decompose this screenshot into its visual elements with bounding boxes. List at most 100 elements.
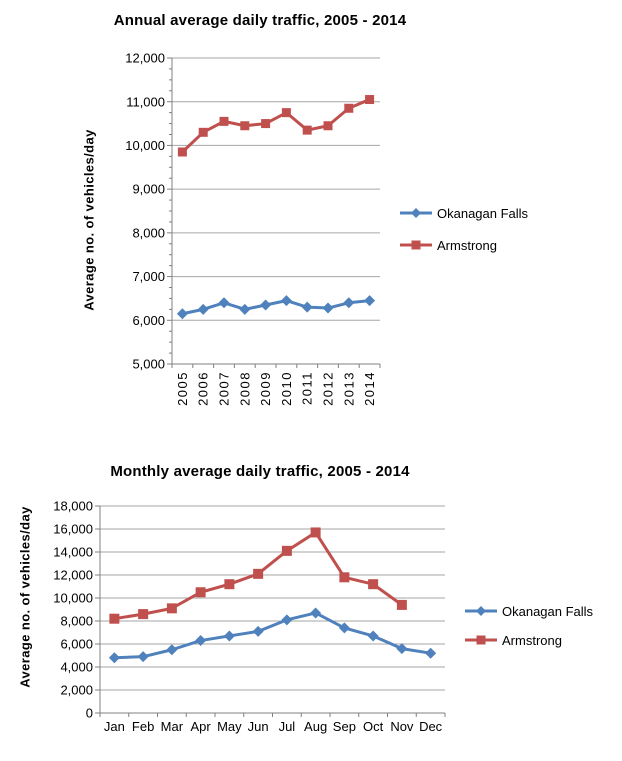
data-point-marker [365, 95, 375, 105]
svg-text:14,000: 14,000 [53, 545, 93, 560]
data-point-marker [108, 652, 120, 664]
svg-text:8,000: 8,000 [132, 225, 165, 240]
data-point-marker [281, 108, 291, 118]
svg-text:Mar: Mar [161, 719, 184, 734]
data-point-marker [166, 644, 178, 656]
data-point-marker [240, 121, 250, 131]
data-point-marker [195, 587, 206, 598]
okanagan-falls-series-icon [400, 208, 432, 218]
data-point-marker [343, 297, 355, 309]
data-point-marker [310, 607, 322, 619]
monthly-plot: 0 2,000 4,000 6,000 8,000 10,000 12,000 14,000 1… [53, 499, 446, 734]
data-point-marker [322, 302, 334, 314]
svg-text:10,000: 10,000 [125, 138, 165, 153]
data-point-marker [138, 609, 149, 620]
legend-label: Okanagan Falls [502, 603, 594, 619]
x-tick-labels: 2005 2006 2007 2008 2009 2010 2011 2012 2013 2014 [175, 371, 377, 406]
svg-text:2010: 2010 [279, 371, 294, 406]
legend-item-armstrong: Armstrong [399, 236, 497, 254]
legend-item-okanagan-falls: Okanagan Falls [399, 204, 528, 222]
svg-text:2008: 2008 [237, 371, 252, 406]
data-point-marker [253, 568, 264, 579]
data-point-marker [281, 545, 292, 556]
data-point-marker [219, 116, 229, 126]
svg-text:4,000: 4,000 [60, 660, 93, 675]
svg-text:Nov: Nov [390, 719, 414, 734]
svg-text:2011: 2011 [300, 371, 315, 405]
data-point-marker [367, 630, 379, 642]
svg-text:10,000: 10,000 [53, 591, 93, 606]
data-point-marker [166, 603, 177, 614]
svg-text:2006: 2006 [196, 371, 211, 406]
data-point-marker [425, 647, 437, 659]
data-point-marker [396, 643, 408, 655]
annual-chart-title: Annual average daily traffic, 2005 - 201… [113, 12, 407, 29]
legend-item-okanagan-falls: Okanagan Falls [464, 602, 593, 620]
legend-label: Armstrong [502, 632, 562, 648]
okanagan-falls-series-icon [465, 606, 497, 616]
legend-label: Okanagan Falls [437, 205, 529, 221]
data-point-marker [339, 572, 350, 583]
annual-plot: 5,000 6,000 7,000 8,000 9,000 10,000 11,000 12,… [125, 51, 381, 406]
y-tick-labels: 5,000 6,000 7,000 8,000 9,000 10,000 11,000 12,… [125, 51, 165, 372]
data-point-marker [280, 295, 292, 307]
data-point-marker [301, 301, 313, 313]
svg-text:5,000: 5,000 [132, 357, 165, 372]
svg-text:0: 0 [86, 706, 93, 721]
svg-text:8,000: 8,000 [60, 614, 93, 629]
legend-label: Armstrong [437, 237, 497, 253]
monthly-chart-title: Monthly average daily traffic, 2005 - 20… [110, 463, 410, 480]
svg-text:Oct: Oct [363, 719, 384, 734]
svg-text:6,000: 6,000 [60, 637, 93, 652]
svg-text:12,000: 12,000 [53, 568, 93, 583]
data-point-marker [323, 121, 333, 131]
svg-text:7,000: 7,000 [132, 269, 165, 284]
data-point-marker [368, 579, 379, 590]
svg-text:2012: 2012 [321, 371, 336, 406]
axes [167, 57, 381, 368]
armstrong-series-icon [465, 635, 497, 645]
svg-text:Sep: Sep [333, 719, 356, 734]
svg-text:Jul: Jul [279, 719, 296, 734]
data-point-marker [364, 295, 376, 307]
gridlines [172, 57, 380, 321]
data-point-marker [223, 630, 235, 642]
data-point-marker [137, 651, 149, 663]
svg-text:2014: 2014 [362, 371, 377, 406]
annual-y-axis-title: Average no. of vehicles/day [81, 129, 97, 311]
svg-text:2009: 2009 [258, 371, 273, 406]
svg-text:2005: 2005 [175, 371, 190, 406]
series-okanagan-falls [108, 607, 437, 664]
svg-text:Dec: Dec [419, 719, 443, 734]
svg-text:Apr: Apr [191, 719, 212, 734]
svg-text:Feb: Feb [132, 719, 154, 734]
data-point-marker [252, 625, 264, 637]
data-point-marker [338, 622, 350, 634]
data-point-marker [310, 527, 321, 538]
svg-text:12,000: 12,000 [125, 51, 165, 66]
data-point-marker [302, 125, 312, 135]
data-point-marker [260, 299, 272, 311]
monthly-y-axis-title: Average no. of vehicles/day [17, 506, 33, 688]
axes [95, 505, 446, 717]
data-point-marker [396, 599, 407, 610]
svg-text:6,000: 6,000 [132, 313, 165, 328]
y-tick-labels: 0 2,000 4,000 6,000 8,000 10,000 12,000 14,000 1… [53, 499, 93, 721]
series-okanagan-falls [176, 295, 376, 320]
series-armstrong [177, 95, 375, 157]
gridlines [100, 505, 445, 691]
data-point-marker [344, 103, 354, 113]
svg-text:18,000: 18,000 [53, 499, 93, 514]
svg-text:9,000: 9,000 [132, 182, 165, 197]
x-tick-labels: Jan Feb Mar Apr May Jun Jul Aug Sep Oct Nov Dec [104, 719, 443, 734]
data-point-marker [218, 297, 230, 309]
data-point-marker [198, 127, 208, 137]
data-point-marker [224, 579, 235, 590]
data-point-marker [176, 308, 188, 320]
data-point-marker [109, 613, 120, 624]
svg-text:2013: 2013 [341, 371, 356, 406]
svg-text:16,000: 16,000 [53, 522, 93, 537]
svg-text:May: May [217, 719, 242, 734]
